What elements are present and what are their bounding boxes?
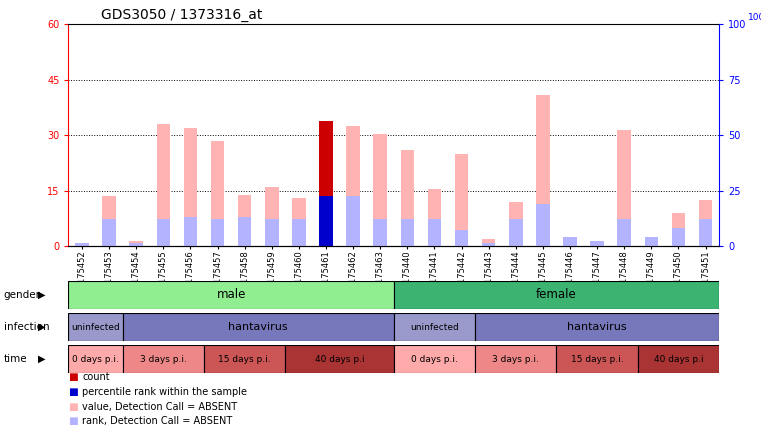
Text: 15 days p.i.: 15 days p.i. — [218, 355, 271, 364]
Bar — [75, 245, 89, 246]
Bar — [617, 219, 631, 246]
Text: male: male — [216, 288, 246, 301]
Text: ■: ■ — [68, 373, 78, 382]
Bar — [509, 202, 523, 246]
Text: 3 days p.i.: 3 days p.i. — [492, 355, 540, 364]
Bar — [394, 345, 475, 373]
Text: 15 days p.i.: 15 days p.i. — [571, 355, 623, 364]
Text: 0 days p.i.: 0 days p.i. — [411, 355, 458, 364]
Bar — [265, 219, 279, 246]
Text: count: count — [82, 373, 110, 382]
Bar — [374, 134, 387, 246]
Text: 100%: 100% — [748, 13, 761, 22]
Bar — [238, 217, 251, 246]
Bar — [638, 345, 719, 373]
Bar — [645, 237, 658, 246]
Bar — [394, 313, 475, 341]
Bar — [75, 243, 89, 246]
Bar — [265, 187, 279, 246]
Bar — [103, 219, 116, 246]
Bar — [68, 281, 394, 309]
Bar — [285, 345, 394, 373]
Bar — [591, 243, 604, 246]
Bar — [320, 121, 333, 246]
Bar — [320, 196, 333, 246]
Text: uninfected: uninfected — [410, 323, 459, 332]
Bar — [455, 154, 468, 246]
Bar — [68, 345, 123, 373]
Bar — [183, 128, 197, 246]
Text: infection: infection — [4, 322, 49, 332]
Bar — [672, 228, 685, 246]
Bar — [591, 241, 604, 246]
Bar — [394, 281, 719, 309]
Bar — [475, 313, 719, 341]
Bar — [699, 219, 712, 246]
Bar — [400, 219, 414, 246]
Bar — [157, 219, 170, 246]
Text: hantavirus: hantavirus — [228, 322, 288, 332]
Bar — [103, 196, 116, 246]
Bar — [183, 217, 197, 246]
Bar — [292, 219, 306, 246]
Bar — [157, 124, 170, 246]
Bar — [482, 239, 495, 246]
Text: percentile rank within the sample: percentile rank within the sample — [82, 387, 247, 397]
Bar — [211, 219, 224, 246]
Text: hantavirus: hantavirus — [568, 322, 627, 332]
Bar — [672, 213, 685, 246]
Bar — [68, 313, 123, 341]
Bar — [374, 219, 387, 246]
Text: value, Detection Call = ABSENT: value, Detection Call = ABSENT — [82, 402, 237, 412]
Bar — [292, 198, 306, 246]
Bar — [699, 200, 712, 246]
Bar — [428, 189, 441, 246]
Bar — [537, 95, 549, 246]
Bar — [211, 141, 224, 246]
Text: ■: ■ — [68, 387, 78, 397]
Bar — [129, 243, 143, 246]
Text: time: time — [4, 354, 27, 364]
Text: ▶: ▶ — [38, 322, 46, 332]
Text: ▶: ▶ — [38, 354, 46, 364]
Bar — [509, 219, 523, 246]
Bar — [346, 126, 360, 246]
Bar — [400, 150, 414, 246]
Bar — [482, 243, 495, 246]
Bar — [563, 237, 577, 246]
Text: GDS3050 / 1373316_at: GDS3050 / 1373316_at — [101, 8, 263, 22]
Bar — [563, 237, 577, 246]
Bar — [123, 345, 204, 373]
Bar — [455, 230, 468, 246]
Bar — [129, 241, 143, 246]
Text: 3 days p.i.: 3 days p.i. — [140, 355, 186, 364]
Bar — [238, 194, 251, 246]
Bar — [556, 345, 638, 373]
Text: female: female — [536, 288, 577, 301]
Bar — [123, 313, 394, 341]
Text: 40 days p.i: 40 days p.i — [315, 355, 365, 364]
Bar — [320, 121, 333, 246]
Text: uninfected: uninfected — [72, 323, 120, 332]
Bar — [537, 204, 549, 246]
Text: rank, Detection Call = ABSENT: rank, Detection Call = ABSENT — [82, 416, 232, 426]
Bar — [320, 196, 333, 246]
Bar — [475, 345, 556, 373]
Text: ▶: ▶ — [38, 290, 46, 300]
Bar — [346, 196, 360, 246]
Text: 40 days p.i: 40 days p.i — [654, 355, 703, 364]
Bar — [617, 130, 631, 246]
Text: 0 days p.i.: 0 days p.i. — [72, 355, 119, 364]
Text: ■: ■ — [68, 416, 78, 426]
Bar — [204, 345, 285, 373]
Bar — [645, 237, 658, 246]
Bar — [428, 219, 441, 246]
Text: ■: ■ — [68, 402, 78, 412]
Text: gender: gender — [4, 290, 41, 300]
